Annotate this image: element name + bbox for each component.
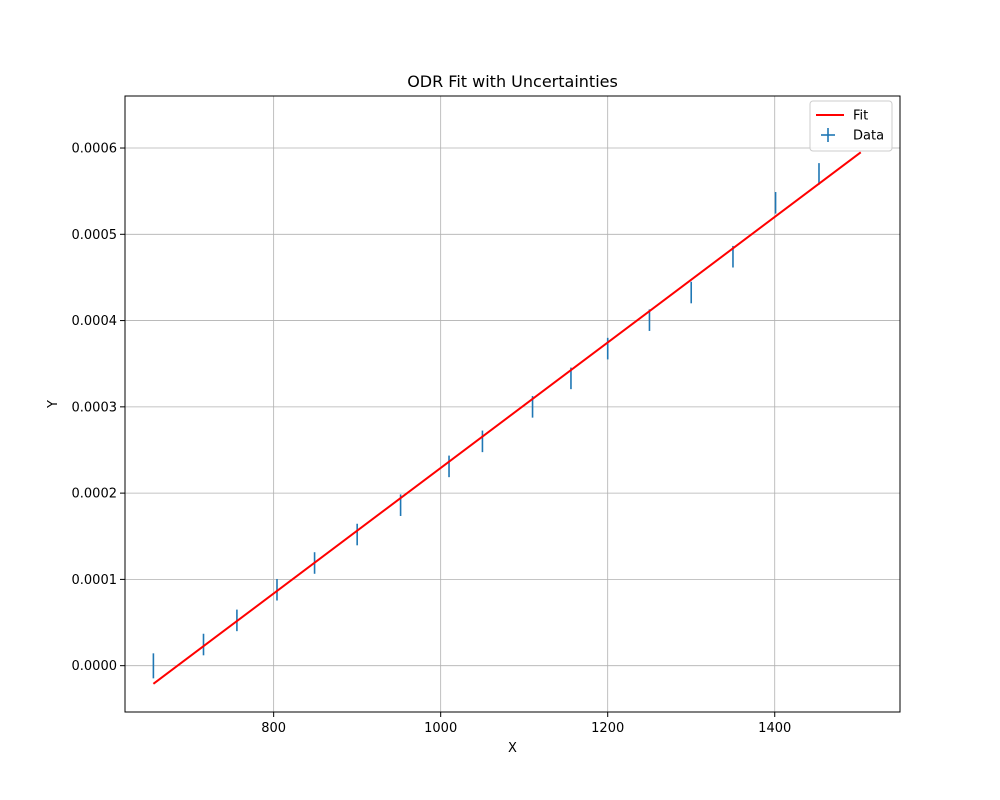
legend-label: Fit — [853, 109, 868, 124]
x-axis-label: X — [508, 741, 517, 756]
plot-marks — [152, 151, 862, 685]
plot-frame — [124, 95, 901, 713]
fit-line — [152, 151, 862, 685]
y-tick-label: 0.0002 — [72, 487, 118, 502]
y-tick-label: 0.0000 — [72, 659, 118, 674]
axis-ticks: 800 1000 1200 1400 0.0000 0.0001 0.0002 0.0003 0… — [72, 142, 792, 736]
x-tick-label: 1400 — [758, 721, 791, 736]
y-tick-label: 0.0001 — [72, 573, 118, 588]
y-tick-label: 0.0005 — [72, 228, 118, 243]
legend-label: Data — [853, 129, 884, 144]
x-tick-label: 800 — [261, 721, 286, 736]
legend-box — [809, 100, 893, 152]
x-tick-label: 1000 — [424, 721, 457, 736]
y-tick-label: 0.0006 — [72, 142, 118, 157]
y-tick-label: 0.0003 — [72, 400, 118, 415]
y-axis-label: Y — [46, 400, 61, 409]
grid — [125, 96, 900, 712]
x-tick-label: 1200 — [591, 721, 624, 736]
legend: Fit Data — [809, 100, 893, 152]
chart-title: ODR Fit with Uncertainties — [407, 72, 618, 91]
y-tick-label: 0.0004 — [72, 314, 118, 329]
